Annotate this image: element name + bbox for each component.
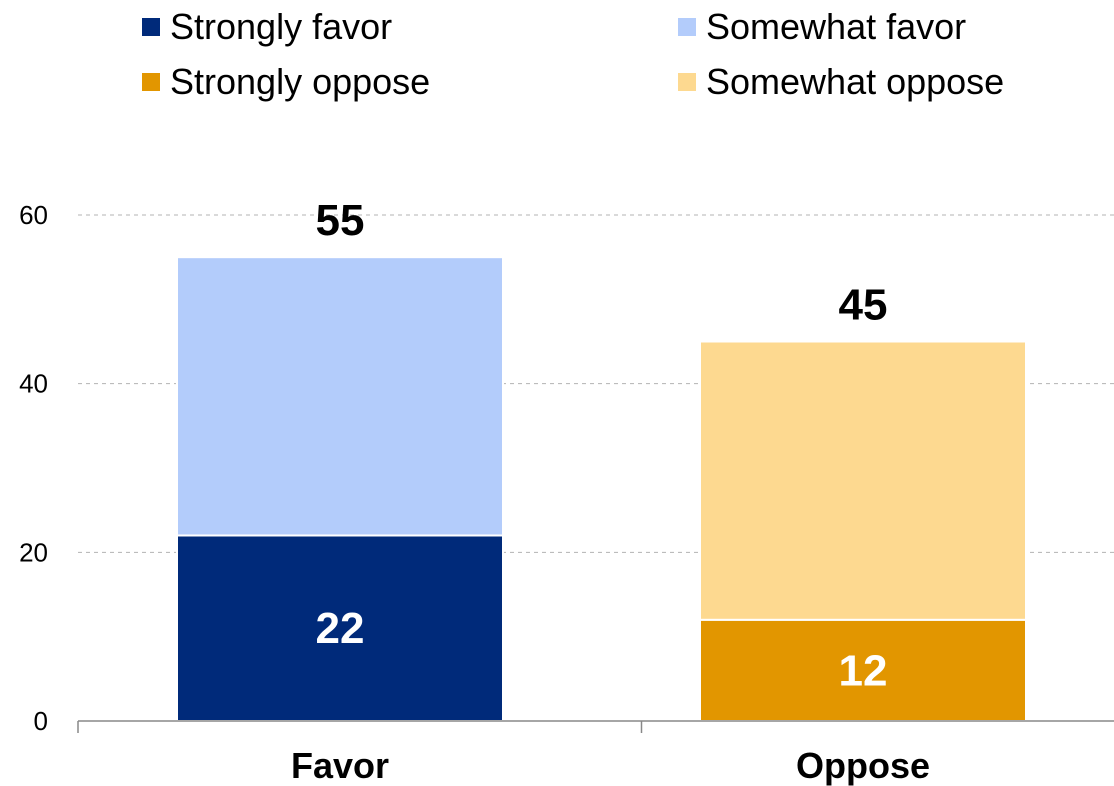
legend-label-strongly-oppose: Strongly oppose	[170, 61, 431, 102]
y-tick-label-0: 0	[34, 706, 48, 736]
legend-swatch-somewhat-favor	[678, 18, 696, 36]
legend-item-somewhat-oppose: Somewhat oppose	[678, 57, 1004, 107]
y-tick-label-60: 60	[19, 200, 48, 230]
total-label-oppose: 45	[839, 281, 888, 330]
data-label-oppose-strongly-oppose: 12	[839, 646, 888, 695]
legend-swatch-strongly-favor	[142, 18, 160, 36]
x-category-label-oppose: Oppose	[796, 745, 930, 786]
chart-legend: Strongly favor Somewhat favor Strongly o…	[0, 0, 1114, 120]
legend-item-strongly-oppose: Strongly oppose	[142, 57, 430, 107]
legend-label-somewhat-oppose: Somewhat oppose	[706, 61, 1005, 102]
legend-label-strongly-favor: Strongly favor	[170, 6, 393, 47]
bar-oppose-somewhat-oppose	[699, 340, 1027, 621]
legend-label-somewhat-favor: Somewhat favor	[706, 6, 967, 47]
x-category-label-favor: Favor	[291, 745, 389, 786]
y-tick-label-40: 40	[19, 369, 48, 399]
legend-item-strongly-favor: Strongly favor	[142, 2, 392, 52]
y-tick-label-20: 20	[19, 537, 48, 567]
legend-item-somewhat-favor: Somewhat favor	[678, 2, 966, 52]
bar-oppose-strongly-oppose	[699, 618, 1027, 722]
total-label-favor: 55	[316, 196, 365, 245]
bar-favor-somewhat-favor	[176, 256, 504, 537]
data-label-favor-strongly-favor: 22	[316, 604, 365, 653]
legend-swatch-strongly-oppose	[142, 73, 160, 91]
legend-swatch-somewhat-oppose	[678, 73, 696, 91]
